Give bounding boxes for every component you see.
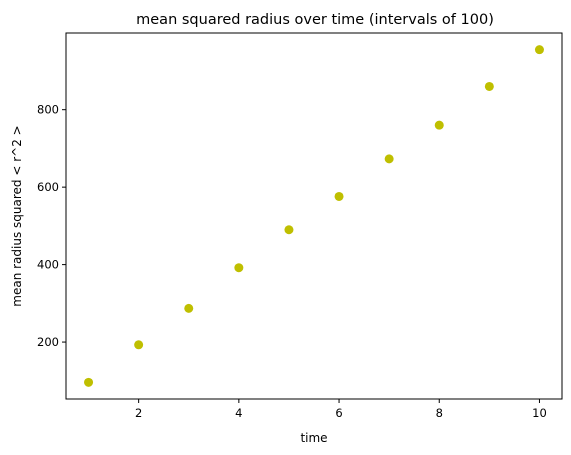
x-tick-label: 8 bbox=[436, 406, 443, 420]
x-tick-label: 6 bbox=[335, 406, 342, 420]
data-point bbox=[384, 154, 394, 164]
x-tick-label: 2 bbox=[135, 406, 142, 420]
y-axis: 200 400 600 800 bbox=[37, 103, 66, 349]
data-point bbox=[184, 303, 194, 313]
data-point bbox=[234, 263, 244, 273]
y-tick-label: 600 bbox=[37, 180, 59, 194]
y-tick-label: 800 bbox=[37, 103, 59, 117]
y-axis-label: mean radius squared < r^2 > bbox=[10, 125, 24, 306]
x-tick-label: 4 bbox=[235, 406, 242, 420]
chart-title: mean squared radius over time (intervals… bbox=[136, 12, 494, 28]
y-tick-label: 400 bbox=[37, 258, 59, 272]
plot-area bbox=[65, 32, 563, 400]
x-tick-label: 10 bbox=[532, 406, 547, 420]
data-point bbox=[84, 377, 94, 387]
data-point bbox=[534, 45, 544, 55]
data-point bbox=[484, 81, 494, 91]
y-tick-label: 200 bbox=[37, 335, 59, 349]
x-axis: 2 4 6 8 10 bbox=[135, 399, 547, 420]
x-axis-label: time bbox=[300, 431, 327, 445]
data-point bbox=[434, 120, 444, 130]
data-point bbox=[334, 191, 344, 201]
data-point bbox=[284, 225, 294, 235]
data-point bbox=[134, 340, 144, 350]
data-points bbox=[84, 45, 544, 387]
